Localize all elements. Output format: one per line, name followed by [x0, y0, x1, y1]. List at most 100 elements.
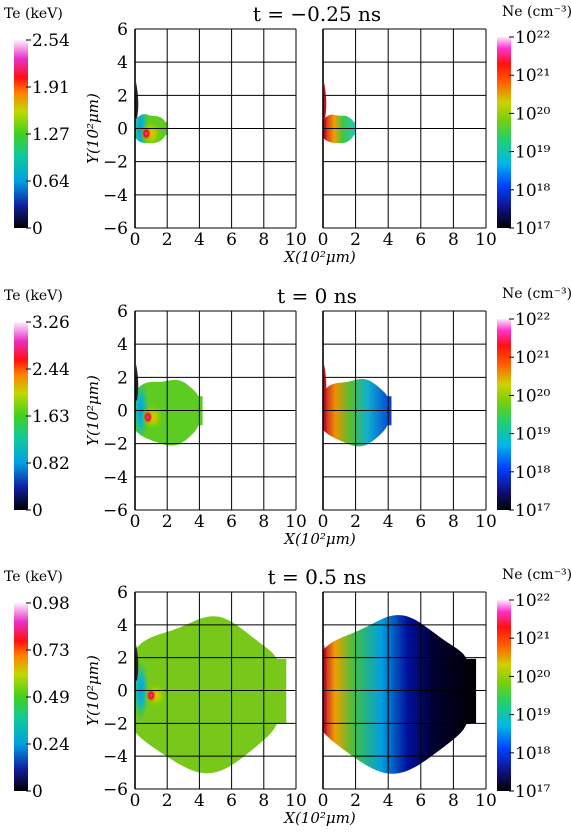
ne-colorbar — [497, 37, 511, 228]
target-stalk — [135, 644, 139, 681]
x-axis-label: X(10²μm) — [283, 530, 356, 548]
ne-colorbar-tick-label: 10²⁰ — [515, 667, 550, 687]
x-axis-label: X(10²μm) — [283, 809, 356, 827]
te-plot-frame-1: 0 2 4 6 8 10 — [130, 310, 307, 532]
x-tick-label: 2 — [350, 512, 361, 532]
y-tick-label: 2 — [117, 368, 128, 388]
x-tick-label: 4 — [194, 791, 205, 811]
y-tick-label: 0 — [117, 402, 128, 422]
x-tick-label: 4 — [383, 512, 394, 532]
grid-lines — [134, 310, 297, 511]
y-tick-label: −4 — [103, 468, 128, 488]
te-colorbar-label: Te (keV) — [4, 288, 63, 304]
x-tick-label: 0 — [318, 512, 329, 532]
x-tick-label: 8 — [258, 791, 269, 811]
x-tick-label: 6 — [415, 791, 426, 811]
ne-colorbar — [497, 319, 511, 510]
y-axis-label: Y(10²μm) — [84, 93, 102, 164]
ne-colorbar-tick-label: 10¹⁷ — [515, 219, 550, 239]
x-tick-label: 2 — [162, 512, 173, 532]
y-axis-label: Y(10²μm) — [84, 655, 102, 726]
ne-colorbar-tick-label: 10¹⁹ — [515, 425, 550, 445]
x-tick-label: 10 — [475, 230, 497, 250]
ne-colorbar-tick-label: 10²² — [515, 310, 550, 330]
x-tick-label: 4 — [383, 791, 394, 811]
x-tick-label: 0 — [318, 230, 329, 250]
x-tick-label: 6 — [226, 512, 237, 532]
grid-lines — [134, 28, 297, 229]
ne-colorbar-tick-label: 10²² — [515, 591, 550, 611]
te-colorbar-tick-label: 3.26 — [32, 313, 70, 333]
y-tick-label: −2 — [103, 435, 128, 455]
x-tick-label: 10 — [475, 791, 497, 811]
te-colorbar-tick-label: 0.24 — [32, 735, 70, 755]
x-tick-label: 0 — [130, 230, 141, 250]
x-tick-label: 4 — [194, 230, 205, 250]
target-stalk — [323, 82, 327, 119]
y-tick-label: 4 — [117, 335, 128, 355]
y-tick-label: 6 — [117, 20, 128, 40]
target-stalk — [323, 644, 327, 681]
y-tick-label: −2 — [103, 153, 128, 173]
ne-colorbar-tick-label: 10¹⁸ — [515, 744, 550, 764]
te-colorbar — [14, 322, 28, 510]
y-tick-label: 4 — [117, 616, 128, 636]
target-stalk — [135, 364, 139, 401]
ne-colorbar-tick-label: 10¹⁹ — [515, 706, 550, 726]
ne-colorbar-tick-label: 10²¹ — [515, 629, 550, 649]
x-tick-label: 4 — [194, 512, 205, 532]
x-tick-label: 8 — [448, 512, 459, 532]
x-tick-label: 6 — [415, 512, 426, 532]
te-plot-frame-0: 0 2 4 6 8 10 — [130, 28, 307, 250]
x-tick-label: 10 — [285, 512, 307, 532]
y-tick-label: 4 — [117, 53, 128, 73]
te-hotspot — [141, 126, 152, 141]
ne-colorbar-tick-label: 10²⁰ — [515, 386, 550, 406]
y-tick-label: 6 — [117, 302, 128, 322]
target-stalk — [323, 364, 327, 401]
te-colorbar — [14, 40, 28, 228]
y-tick-label: 2 — [117, 86, 128, 106]
te-colorbar — [14, 603, 28, 791]
y-tick-label: −4 — [103, 747, 128, 767]
ne-colorbar-label: Ne (cm⁻³) — [502, 4, 571, 20]
ne-colorbar-tick-label: 10²¹ — [515, 66, 550, 86]
x-tick-label: 0 — [318, 791, 329, 811]
frame-title: t = −0.25 ns — [253, 2, 381, 26]
y-axis-label: Y(10²μm) — [84, 375, 102, 446]
ne-colorbar-tick-label: 10¹⁷ — [515, 782, 550, 802]
x-axis-label: X(10²μm) — [283, 248, 356, 266]
y-tick-label: −6 — [103, 501, 128, 521]
te-colorbar-tick-label: 0.73 — [32, 641, 70, 661]
ne-colorbar-tick-label: 10¹⁸ — [515, 463, 550, 483]
te-colorbar-tick-label: 1.27 — [32, 125, 70, 145]
x-tick-label: 2 — [350, 791, 361, 811]
ne-colorbar-label: Ne (cm⁻³) — [502, 286, 571, 302]
ne-dense-edge — [323, 615, 327, 774]
x-tick-label: 6 — [415, 230, 426, 250]
x-tick-label: 2 — [350, 230, 361, 250]
x-tick-label: 8 — [448, 230, 459, 250]
ne-plot-frame-1: 0 2 4 6 8 10 — [318, 310, 497, 532]
y-tick-label: 2 — [117, 649, 128, 669]
ne-colorbar-label: Ne (cm⁻³) — [502, 567, 571, 583]
x-tick-label: 8 — [258, 230, 269, 250]
te-colorbar-tick-label: 0.64 — [32, 172, 70, 192]
ne-colorbar-tick-label: 10²¹ — [515, 348, 550, 368]
te-hotspot — [145, 688, 157, 703]
te-colorbar-tick-label: 0.82 — [32, 454, 70, 474]
y-tick-label: −6 — [103, 219, 128, 239]
ne-colorbar-tick-label: 10¹⁸ — [515, 181, 550, 201]
x-tick-label: 10 — [285, 791, 307, 811]
te-colorbar-tick-label: 2.44 — [32, 360, 70, 380]
x-tick-label: 8 — [448, 791, 459, 811]
y-tick-label: 0 — [117, 120, 128, 140]
grid-lines — [322, 591, 487, 790]
x-tick-label: 6 — [226, 230, 237, 250]
x-tick-label: 0 — [130, 791, 141, 811]
x-tick-label: 10 — [285, 230, 307, 250]
ne-plot-frame-0: 0 2 4 6 8 10 — [318, 28, 497, 250]
ne-colorbar — [497, 600, 511, 791]
ne-colorbar-tick-label: 10²⁰ — [515, 104, 550, 124]
